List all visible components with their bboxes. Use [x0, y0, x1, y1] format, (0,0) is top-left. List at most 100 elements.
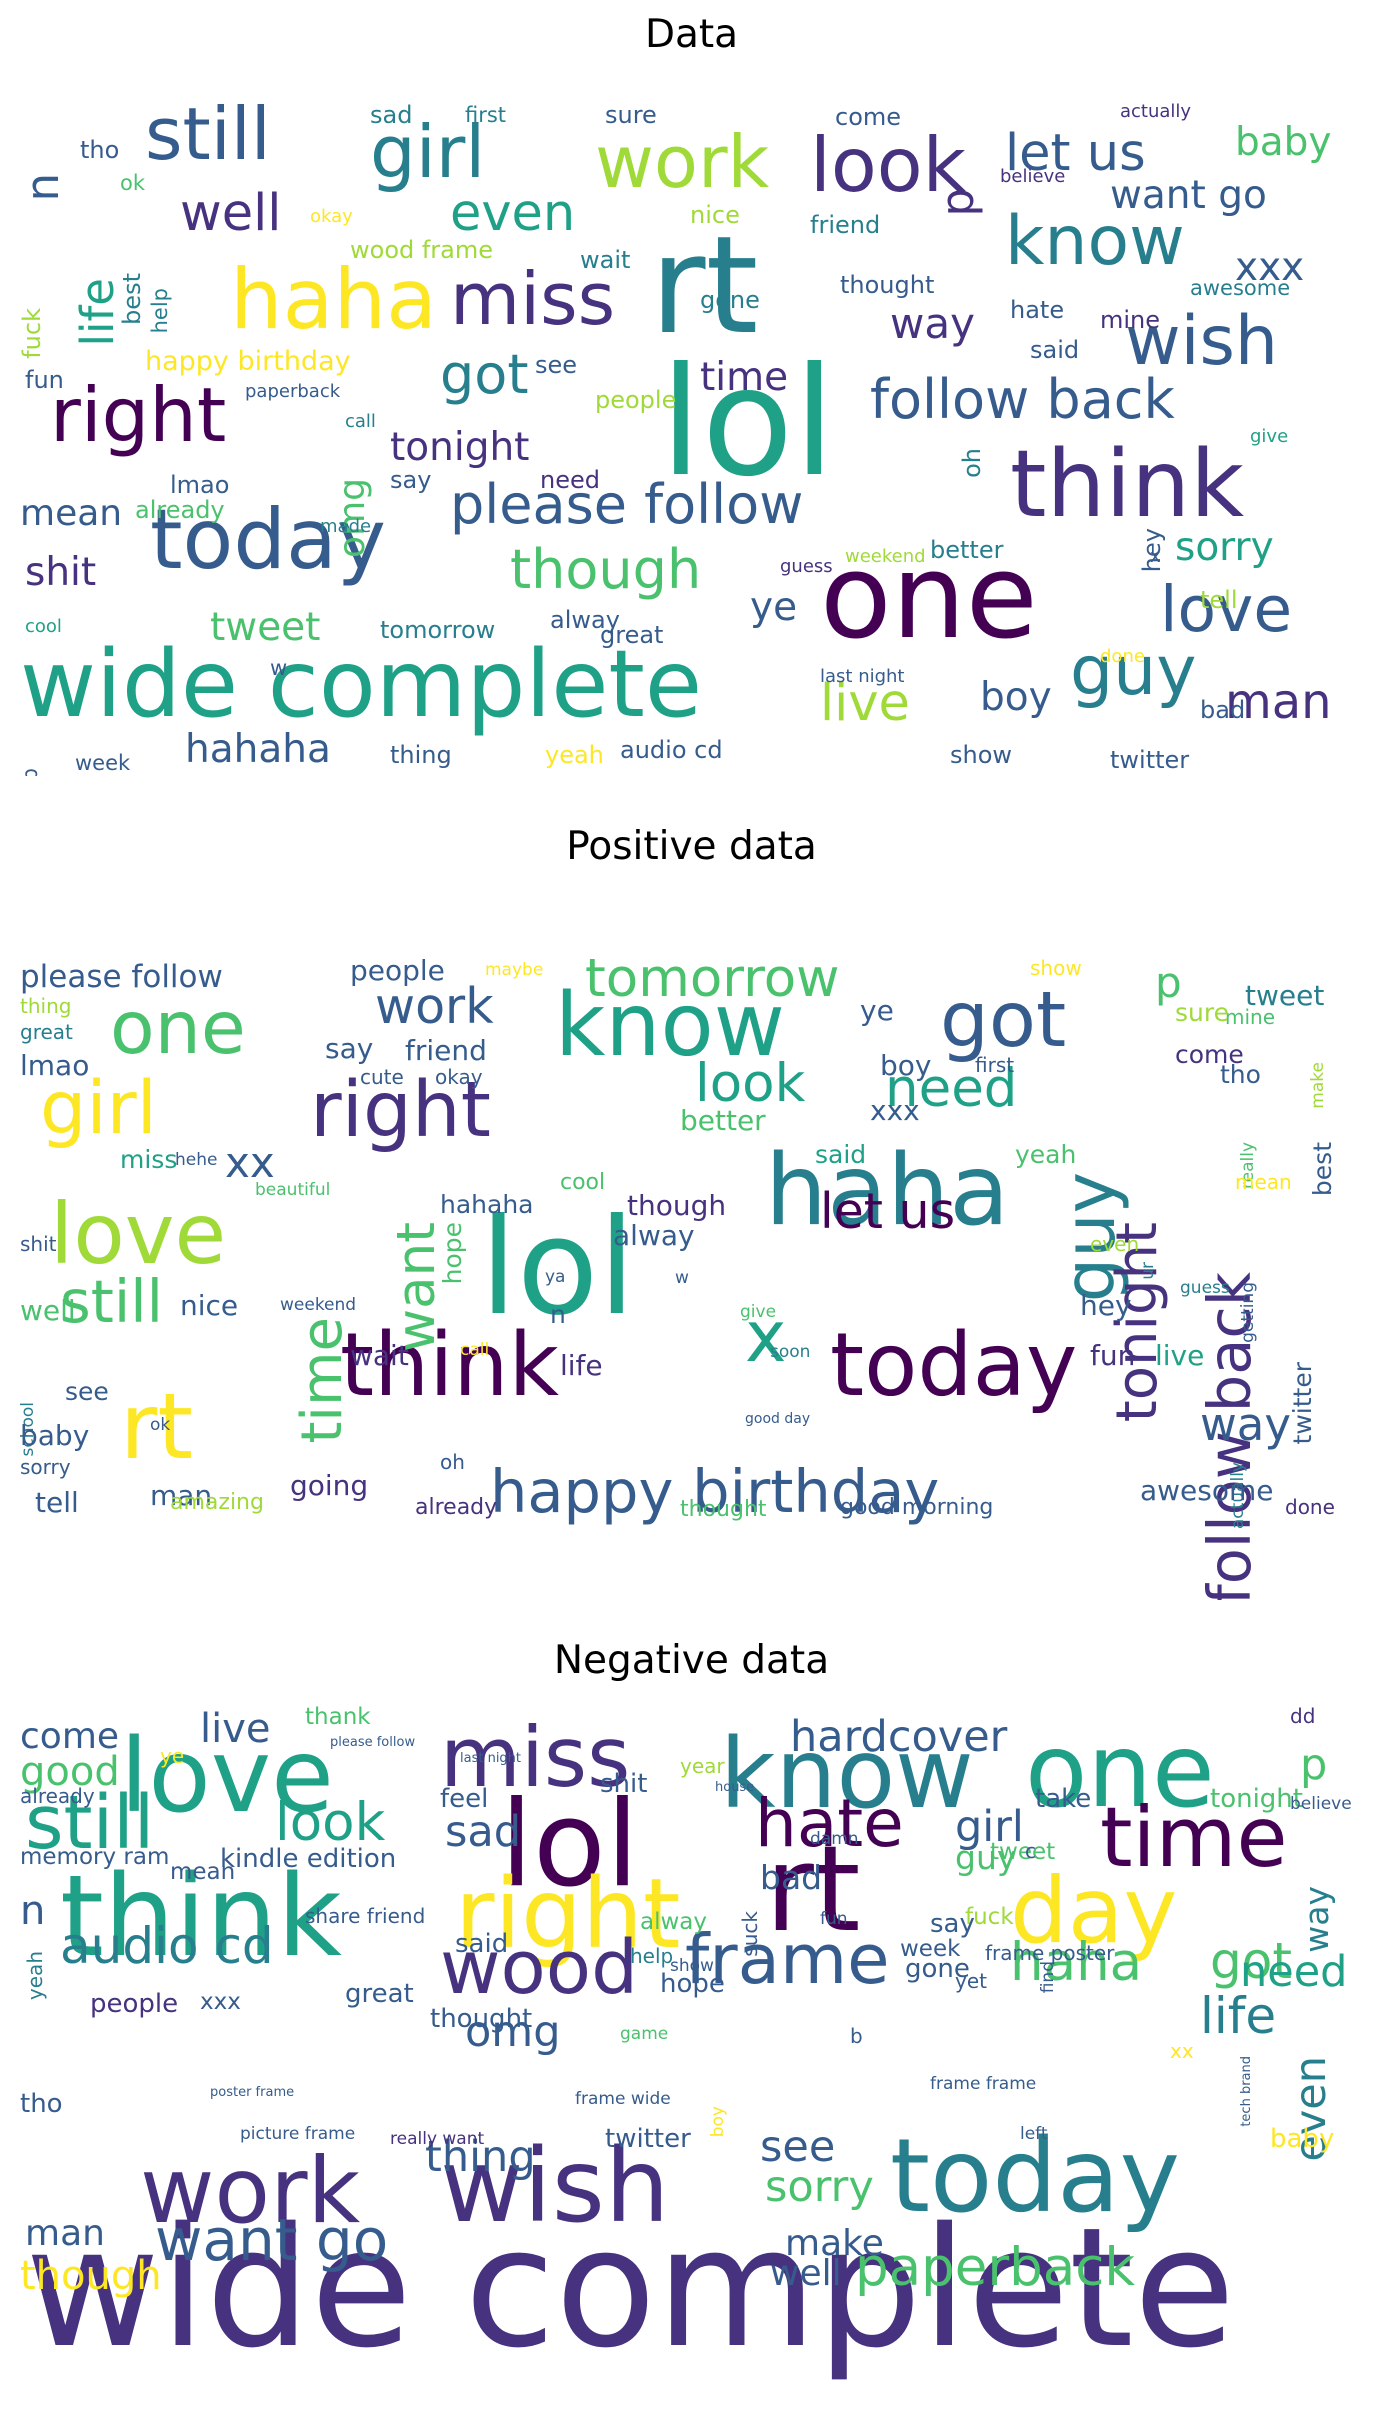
- word-damn: damn: [810, 1829, 859, 1849]
- word-bad: bad: [760, 1858, 823, 1897]
- word-alway: alway: [640, 1909, 708, 1935]
- word-p: p: [931, 188, 984, 217]
- word-miss: miss: [120, 1145, 178, 1174]
- word-weekend: weekend: [280, 1295, 357, 1315]
- word-though: though: [627, 1189, 727, 1222]
- word-left: left: [1020, 2124, 1048, 2144]
- word-haha: haha: [230, 251, 437, 348]
- word-already: already: [415, 1495, 498, 1520]
- word-show: show: [670, 1956, 714, 1976]
- word-best: best: [118, 273, 146, 325]
- word-already: already: [20, 1784, 95, 1808]
- word-shit: shit: [20, 1232, 57, 1256]
- word-believe: believe: [1290, 1794, 1352, 1814]
- word-paperback: paperback: [855, 2237, 1136, 2298]
- word-xx: xx: [1170, 2039, 1194, 2063]
- word-sure: sure: [1175, 998, 1229, 1027]
- word-see: see: [760, 2122, 836, 2172]
- word-house: house: [715, 1780, 755, 1795]
- word-nice: nice: [690, 201, 740, 229]
- word-tho: tho: [1220, 1060, 1261, 1089]
- word-gone: gone: [700, 286, 760, 314]
- word-frame: frame: [685, 1920, 890, 2000]
- word-wait: wait: [580, 246, 631, 274]
- word-look: look: [275, 1792, 386, 1853]
- word-ye: ye: [750, 585, 798, 630]
- word-time: time: [290, 1317, 355, 1444]
- word-want: want: [386, 1222, 447, 1353]
- word-thought: thought: [430, 2004, 533, 2034]
- word-hey: hey: [1080, 1289, 1132, 1322]
- word-lmao: lmao: [20, 1049, 90, 1082]
- wordcloud-positive: lol haha know think today rt love right got girl o…: [20, 872, 1365, 1600]
- word-great: great: [600, 621, 664, 649]
- word-year: year: [680, 1754, 725, 1778]
- word-xxx: xxx: [870, 1094, 920, 1127]
- word-bad: bad: [1200, 696, 1246, 724]
- word-fun: fun: [1090, 1339, 1136, 1372]
- word-n: n: [550, 1300, 566, 1329]
- word-life: life: [560, 1349, 603, 1382]
- word-need: need: [1240, 1947, 1348, 1997]
- word-p: p: [1155, 958, 1182, 1007]
- word-guy: guy: [955, 1838, 1017, 1877]
- word-great: great: [20, 1020, 73, 1044]
- word-show: show: [950, 741, 1013, 769]
- word-follow-back: follow back: [870, 368, 1175, 431]
- word-hardcover: hardcover: [790, 1712, 1008, 1762]
- word-soon: soon: [770, 1342, 811, 1362]
- wordcloud-negative: wide complete lol rt think love one know right t…: [20, 1686, 1365, 2414]
- word-work: work: [375, 978, 494, 1035]
- word-well: well: [20, 1294, 76, 1327]
- word-first: first: [465, 103, 507, 127]
- word-last-night: last night: [820, 666, 905, 687]
- word-think: think: [340, 1314, 559, 1416]
- word-help: help: [630, 1944, 674, 1968]
- word-tonight: tonight: [390, 425, 530, 470]
- word-great: great: [345, 1979, 414, 2009]
- word-ye: ye: [860, 994, 894, 1027]
- word-boy: boy: [980, 675, 1052, 720]
- word-say: say: [390, 466, 432, 494]
- word-come: come: [835, 103, 902, 131]
- word-tho: tho: [80, 136, 120, 164]
- word-tell: tell: [35, 1486, 79, 1519]
- word-mean: mean: [170, 1859, 236, 1885]
- word-getting: getting: [1238, 1282, 1258, 1343]
- word-done: done: [1285, 1495, 1335, 1519]
- word-life: life: [71, 278, 124, 347]
- word-ok: ok: [120, 171, 146, 195]
- word-come: come: [20, 1716, 120, 1757]
- word-nice: nice: [180, 1289, 239, 1322]
- word-got: got: [940, 976, 1067, 1065]
- word-baby: baby: [1235, 120, 1332, 165]
- word-hate: hate: [755, 1785, 904, 1862]
- word-call: call: [460, 1340, 490, 1360]
- word-awesome: awesome: [1190, 276, 1291, 300]
- word-sorry: sorry: [765, 2162, 874, 2212]
- word-ok: ok: [150, 1415, 171, 1435]
- word-omg: omg: [465, 2007, 561, 2057]
- word-right: right: [50, 371, 227, 459]
- word-people: people: [350, 954, 445, 987]
- word-give: give: [1250, 426, 1289, 447]
- word-tomorrow: tomorrow: [585, 948, 840, 1009]
- word-maybe: maybe: [485, 960, 544, 980]
- word-one: one: [820, 528, 1038, 665]
- word-way: way: [890, 299, 975, 348]
- word-twitter: twitter: [1110, 746, 1190, 774]
- word-cute: cute: [360, 1065, 404, 1089]
- word-time: time: [700, 355, 789, 400]
- word-say: say: [930, 1909, 975, 1939]
- word-audio-cd: audio cd: [620, 736, 723, 764]
- word-though: though: [20, 2253, 162, 2299]
- word-week: week: [75, 751, 131, 775]
- word-p: p: [1300, 1740, 1328, 1790]
- word-tonight: tonight: [1210, 1784, 1303, 1814]
- word-thing: thing: [390, 741, 452, 769]
- word-thing: thing: [425, 2132, 536, 2182]
- word-hahaha: hahaha: [440, 1190, 534, 1219]
- word-wish: wish: [1125, 302, 1279, 381]
- word-call: call: [345, 411, 376, 432]
- word-shit: shit: [25, 550, 97, 595]
